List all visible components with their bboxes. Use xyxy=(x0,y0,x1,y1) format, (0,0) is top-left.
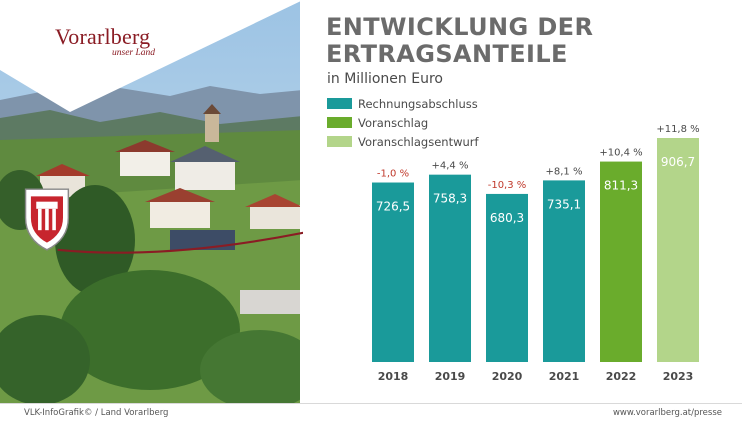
coat-of-arms-icon xyxy=(24,188,303,254)
change-label: +8,1 % xyxy=(546,166,583,177)
brand-name: Vorarlberg xyxy=(55,24,151,49)
background-photo: Vorarlberg unser Land xyxy=(0,0,303,403)
title-line-1: ENTWICKLUNG DER xyxy=(326,13,594,41)
change-label: -1,0 % xyxy=(377,169,409,180)
vorarlberg-logo: Vorarlberg unser Land xyxy=(22,18,303,254)
x-tick-label: 2019 xyxy=(435,370,466,383)
legend-swatch xyxy=(327,136,352,147)
change-label: +10,4 % xyxy=(599,148,642,159)
bar-chart: 726,5 -1,0 % 2018 758,3 +4,4 % 2019 680,3 -10,3… xyxy=(372,124,700,383)
bar-2022 xyxy=(600,161,642,362)
value-label: 758,3 xyxy=(433,192,467,206)
footer-credit: VLK-InfoGrafik© / Land Vorarlberg xyxy=(24,408,169,418)
chart-subtitle: in Millionen Euro xyxy=(327,71,443,87)
bar-2023 xyxy=(657,138,699,362)
legend-swatch xyxy=(327,98,352,109)
value-label: 811,3 xyxy=(604,179,638,193)
change-label: +11,8 % xyxy=(656,124,699,135)
bar-2021 xyxy=(543,180,585,362)
value-label: 680,3 xyxy=(490,211,524,225)
title-line-2: ERTRAGSANTEILE xyxy=(326,40,568,68)
value-label: 906,7 xyxy=(661,155,695,169)
footer-url[interactable]: www.vorarlberg.at/presse xyxy=(612,408,722,418)
x-tick-label: 2021 xyxy=(549,370,580,383)
bar-2020 xyxy=(486,193,528,362)
footer: VLK-InfoGrafik© / Land Vorarlberg www.vo… xyxy=(0,403,742,422)
legend-item-voranschlagsentwurf: Voranschlagsentwurf xyxy=(327,132,479,151)
x-tick-label: 2020 xyxy=(492,370,523,383)
chart-legend: Rechnungsabschluss Voranschlag Voranschl… xyxy=(327,94,479,151)
value-label: 735,1 xyxy=(547,197,581,211)
bar-2018 xyxy=(372,182,414,362)
change-label: +4,4 % xyxy=(432,161,469,172)
value-label: 726,5 xyxy=(376,200,410,214)
x-tick-label: 2023 xyxy=(663,370,694,383)
x-tick-label: 2022 xyxy=(606,370,637,383)
legend-label: Voranschlag xyxy=(358,115,429,130)
legend-item-voranschlag: Voranschlag xyxy=(327,113,479,132)
change-label: -10,3 % xyxy=(488,180,527,191)
brand-tagline: unser Land xyxy=(112,48,156,58)
x-tick-label: 2018 xyxy=(378,370,409,383)
legend-item-rechnungsabschluss: Rechnungsabschluss xyxy=(327,94,479,113)
bar-2019 xyxy=(429,174,471,362)
chart-title: ENTWICKLUNG DER ERTRAGSANTEILE xyxy=(326,14,726,68)
legend-label: Rechnungsabschluss xyxy=(358,96,478,111)
legend-label: Voranschlagsentwurf xyxy=(358,134,479,149)
legend-swatch xyxy=(327,117,352,128)
header-overlay-shape xyxy=(0,0,303,403)
